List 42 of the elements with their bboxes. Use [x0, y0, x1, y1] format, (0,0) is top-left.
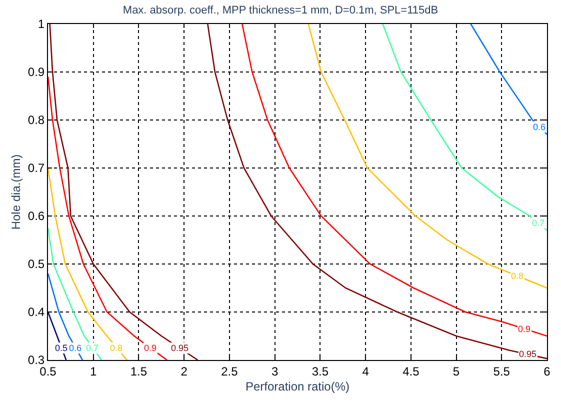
series-label: 0.95: [519, 349, 537, 359]
line-series: [48, 272, 84, 360]
y-tick-label: 0.5: [28, 257, 45, 272]
x-tick-label: 6: [544, 364, 551, 378]
x-tick-label: 1: [90, 364, 98, 378]
y-tick-label: 0.4: [28, 305, 45, 320]
x-tick-label: 2.5: [221, 364, 238, 378]
x-tick-label: 4.5: [402, 364, 420, 378]
series-label: 0.5: [55, 343, 68, 353]
series-label: 0.6: [69, 343, 82, 353]
x-tick-label: 2: [180, 364, 188, 378]
x-tick-label: 4: [362, 364, 370, 378]
line-series: [308, 24, 547, 289]
y-tick-label: 1: [38, 17, 45, 32]
line-series: [48, 167, 128, 360]
series-label: 0.9: [144, 343, 157, 353]
y-tick-label: 0.7: [28, 161, 45, 176]
line-series: [207, 24, 547, 360]
line-series: [382, 24, 547, 232]
line-series: [49, 24, 198, 360]
line-series: [48, 227, 102, 360]
x-tick-label: 5: [452, 364, 460, 378]
x-tick-label: 5.5: [493, 364, 510, 378]
x-axis-title: Perforation ratio(%): [245, 379, 350, 394]
y-axis-title: Hole dia.(mm): [9, 154, 24, 230]
series-label: 0.8: [110, 343, 123, 353]
x-tick-label: 3.5: [312, 364, 329, 378]
x-tick-label: 1.5: [130, 364, 148, 378]
line-series: [470, 24, 547, 136]
series-label: 0.7: [532, 218, 545, 228]
series-label: 0.95: [171, 343, 189, 353]
chart-title: Max. absorp. coeff., MPP thickness=1 mm, D=0.1m, SPL=115dB: [122, 4, 438, 17]
series-label: 0.6: [533, 122, 546, 132]
y-tick-label: 0.6: [28, 209, 45, 224]
y-tick-label: 0.8: [28, 113, 45, 128]
series-label: 0.8: [511, 271, 524, 281]
series-label: 0.9: [518, 324, 531, 334]
y-tick-label: 0.9: [28, 65, 45, 80]
line-series: [48, 76, 168, 360]
x-tick-label: 3: [271, 364, 278, 378]
line-series: [242, 24, 547, 337]
series-label: 0.7: [86, 343, 99, 353]
